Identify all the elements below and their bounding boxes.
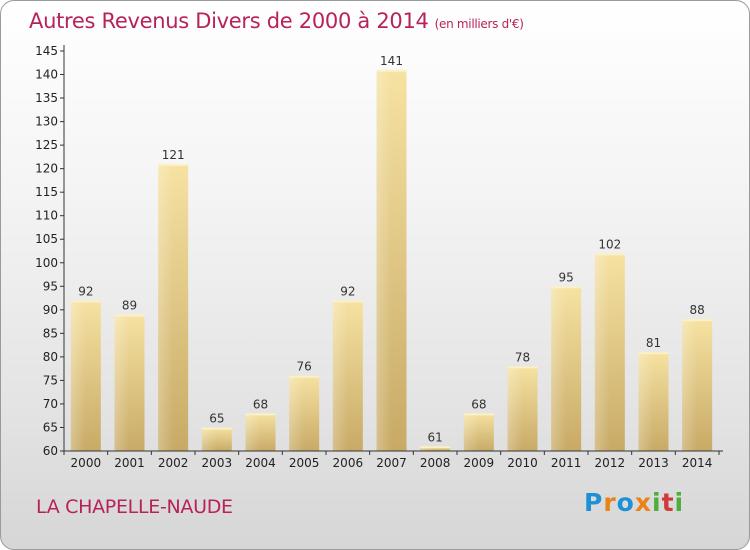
y-tick-label: 80 [43,350,58,364]
bar-highlight [289,375,305,451]
proxiti-logo[interactable]: Proxiti [584,488,684,517]
data-label: 121 [162,148,185,162]
bar-top-edge [201,427,232,430]
y-tick-label: 95 [43,279,58,293]
bar-top-edge [463,413,494,416]
logo-letter: o [616,488,635,517]
bar-highlight [507,366,523,451]
bar-highlight [158,163,174,452]
bar-highlight [245,413,261,451]
bar-top-edge [70,300,101,303]
logo-letter: x [634,488,652,517]
logo-letter: i [674,488,685,517]
bar-top-edge [551,286,582,289]
y-tick-label: 70 [43,397,58,411]
data-label: 89 [122,299,137,313]
bar-top-edge [638,352,669,355]
location-label: LA CHAPELLE-NAUDE [36,496,233,518]
y-tick-label: 115 [35,185,58,199]
y-tick-label: 100 [35,256,58,270]
bar-highlight [70,300,86,451]
y-tick-label: 135 [35,91,58,105]
x-tick-label: 2013 [638,456,669,470]
bar-highlight [332,300,348,451]
data-label: 88 [690,303,705,317]
data-label: 68 [253,397,268,411]
bar-top-edge [507,366,538,369]
logo-letter: r [603,488,617,517]
x-tick-label: 2003 [202,456,233,470]
y-tick-label: 130 [35,115,58,129]
x-tick-label: 2004 [245,456,276,470]
data-label: 92 [78,284,93,298]
data-label: 141 [380,54,403,68]
x-tick-label: 2006 [333,456,364,470]
data-label: 78 [515,350,530,364]
y-tick-label: 110 [35,209,58,223]
chart-subtitle: (en milliers d'€) [434,17,524,31]
logo-letter: P [584,488,604,517]
y-tick-label: 125 [35,138,58,152]
logo-letter: i [652,488,662,517]
title-text: Autres Revenus Divers de 2000 à 2014 [29,9,429,33]
bar-top-edge [245,413,276,416]
x-tick-label: 2012 [595,456,626,470]
y-tick-label: 85 [43,326,58,340]
x-tick-label: 2002 [158,456,189,470]
bar-highlight [376,69,392,451]
data-label: 81 [646,336,661,350]
data-label: 76 [297,360,312,374]
x-tick-label: 2000 [71,456,102,470]
bar-top-edge [114,314,145,317]
x-tick-label: 2011 [551,456,582,470]
bar-highlight [463,413,479,451]
bar-top-edge [289,375,320,378]
data-label: 68 [471,397,486,411]
x-tick-label: 2005 [289,456,320,470]
bar-highlight [201,427,217,451]
bar-top-edge [376,69,407,72]
y-tick-label: 75 [43,373,58,387]
x-tick-label: 2008 [420,456,451,470]
x-tick-label: 2010 [507,456,538,470]
data-label: 102 [598,237,621,251]
y-tick-label: 60 [43,444,58,458]
y-tick-label: 120 [35,162,58,176]
y-tick-label: 145 [35,44,58,58]
data-label: 65 [209,411,224,425]
x-tick-label: 2001 [114,456,145,470]
bar-highlight [594,253,610,451]
bar-top-edge [420,446,451,449]
x-tick-label: 2009 [464,456,495,470]
bar-top-edge [594,253,625,256]
data-label: 92 [340,284,355,298]
data-label: 95 [559,270,574,284]
y-tick-label: 65 [43,420,58,434]
bar-highlight [682,319,698,451]
x-tick-label: 2007 [376,456,407,470]
bar-highlight [114,314,130,451]
bar-highlight [420,446,436,451]
bar-top-edge [332,300,363,303]
bar-highlight [638,352,654,451]
data-label: 61 [428,430,443,444]
y-tick-label: 90 [43,303,58,317]
bar-top-edge [158,163,189,166]
logo-letter: t [661,488,675,517]
bar-highlight [551,286,567,451]
y-tick-label: 105 [35,232,58,246]
x-tick-label: 2014 [682,456,713,470]
y-tick-label: 140 [35,68,58,82]
chart-title: Autres Revenus Divers de 2000 à 2014 (en … [29,9,524,33]
bar-top-edge [682,319,713,322]
